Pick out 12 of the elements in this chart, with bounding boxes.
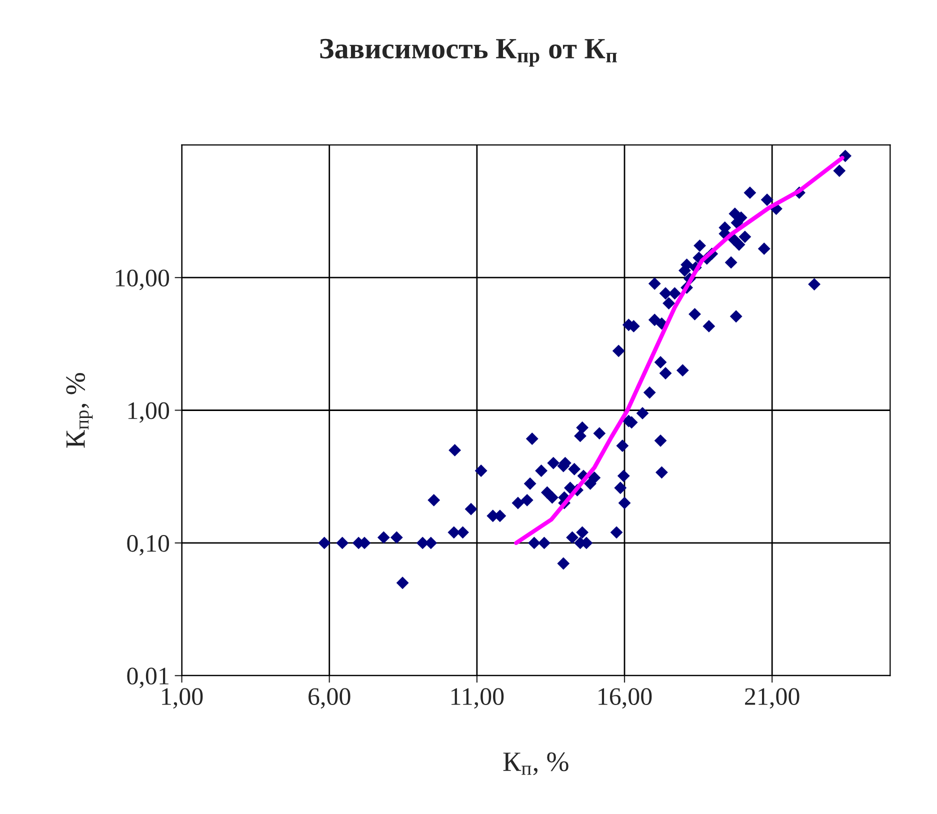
x-axis-title: К$_{п}$, %	[503, 752, 568, 776]
x-tick-label: 16,00	[598, 688, 652, 709]
chart-title: Зависимость К$_{пр}$ от К$_{п}$	[320, 38, 617, 67]
y-tick-label: 10,00	[116, 270, 170, 290]
y-tick-label: 0,01	[127, 668, 168, 688]
x-tick-label: 21,00	[745, 688, 800, 709]
y-tick-label: 0,10	[127, 534, 170, 556]
x-tick-label: 11,00	[451, 688, 504, 709]
y-tick-label: 1,00	[128, 402, 170, 423]
y-axis-title: К$_{пр}$, %	[66, 372, 93, 448]
x-tick-label: 1,00	[162, 688, 203, 709]
x-tick-label: 6,00	[308, 688, 350, 709]
